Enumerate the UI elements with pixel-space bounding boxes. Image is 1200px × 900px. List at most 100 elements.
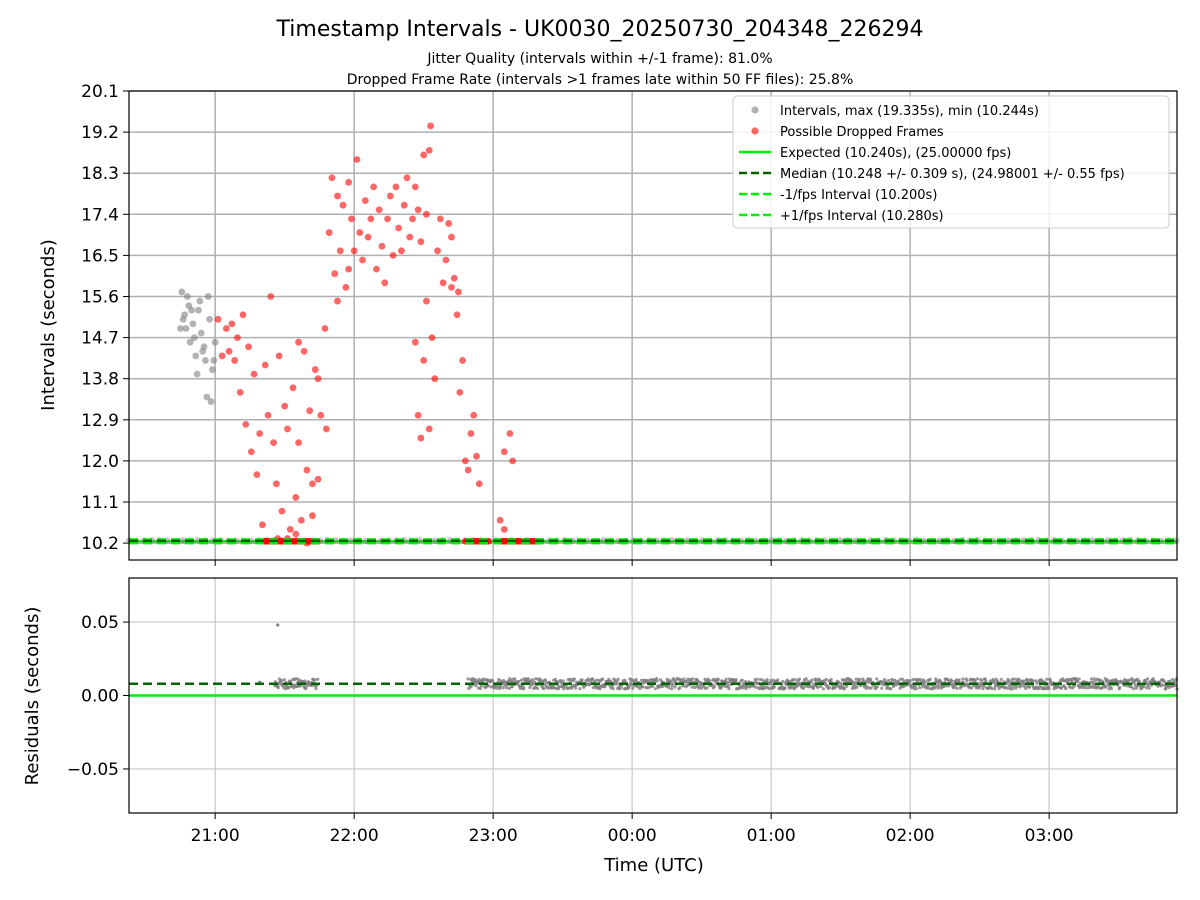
dropped-frame-point	[423, 210, 430, 218]
residual-point	[314, 686, 318, 691]
intervals-axes-frame	[128, 90, 1178, 561]
residual-point	[641, 685, 645, 689]
dropped-frame-point	[417, 238, 425, 246]
residual-point	[875, 685, 879, 689]
dropped-frame-point	[409, 215, 416, 223]
interval-point	[599, 537, 607, 544]
residual-point	[1170, 677, 1175, 682]
dropped-frame-point	[445, 220, 453, 227]
dropped-frame-point	[427, 122, 435, 130]
residual-point	[478, 687, 482, 691]
interval-point	[683, 537, 691, 544]
residual-point	[691, 677, 695, 681]
residual-point	[705, 686, 709, 690]
residual-point	[797, 677, 802, 681]
residual-point	[1024, 686, 1028, 691]
residual-point	[1075, 680, 1080, 684]
residual-point	[1132, 687, 1136, 691]
dropped-frame-point	[309, 480, 316, 488]
residual-point	[734, 678, 738, 682]
residual-point	[783, 686, 787, 690]
residual-point	[1145, 677, 1150, 681]
residual-point	[598, 687, 602, 691]
dropped-frame-point	[464, 466, 472, 474]
residual-point	[638, 687, 642, 691]
dropped-frame-point	[245, 343, 252, 351]
residual-point	[671, 682, 675, 686]
interval-point	[188, 306, 195, 314]
residual-point	[791, 677, 795, 682]
interval-point	[206, 315, 214, 323]
residual-point	[287, 686, 291, 690]
residuals-y-axis-label: Residuals (seconds)	[22, 607, 43, 786]
x-axis-label: Time (UTC)	[603, 855, 704, 876]
residual-point	[957, 678, 961, 682]
dropped-frame-point	[345, 265, 353, 273]
residual-point	[965, 679, 969, 683]
residual-point	[479, 684, 484, 688]
legend-label: Possible Dropped Frames	[780, 125, 944, 140]
interval-point	[668, 537, 675, 544]
dropped-frame-point	[406, 233, 414, 241]
residual-point	[900, 677, 904, 681]
x-tick-label: 01:00	[747, 826, 796, 846]
residual-point	[869, 686, 873, 690]
residuals-y-tick-label: −0.05	[67, 760, 119, 780]
dropped-frame-point	[467, 430, 475, 437]
residuals-axes-frame	[128, 577, 1178, 814]
residual-point	[298, 684, 303, 688]
residual-point	[861, 679, 866, 683]
residual-point	[716, 678, 720, 682]
dropped-frame-point	[436, 215, 444, 223]
residual-point	[1017, 677, 1021, 681]
dropped-frame-point	[314, 475, 322, 483]
residual-point	[882, 677, 887, 682]
residual-point	[288, 680, 293, 684]
residual-point	[853, 681, 857, 685]
residual-point	[953, 684, 957, 688]
dropped-frame-point	[475, 480, 483, 488]
dropped-frame-point	[414, 411, 422, 419]
chart-title: Timestamp Intervals - UK0030_20250730_20…	[276, 17, 924, 42]
legend-marker	[751, 106, 759, 114]
residual-point	[727, 687, 731, 691]
legend: Intervals, max (19.335s), min (10.244s) P…	[732, 95, 1170, 229]
dropped-frame-point	[448, 283, 455, 291]
residual-point	[316, 677, 320, 681]
x-tick-label: 22:00	[330, 826, 379, 846]
dropped-frame-point	[384, 215, 391, 223]
residual-point	[1130, 677, 1134, 681]
dropped-frame-point	[378, 242, 386, 250]
interval-point	[178, 288, 186, 296]
residual-point	[510, 685, 514, 689]
dropped-frame-point	[370, 183, 378, 191]
residual-point	[573, 686, 578, 690]
dropped-frame-point	[309, 512, 316, 520]
x-tick-label: 23:00	[469, 826, 518, 846]
interval-point	[197, 329, 205, 337]
residual-point	[829, 677, 833, 682]
interval-point	[1173, 537, 1180, 544]
dropped-frame-point	[420, 151, 428, 159]
residual-point	[669, 679, 673, 684]
dropped-frame-point	[431, 375, 439, 383]
dropped-frame-point	[218, 352, 226, 360]
dropped-frame-point	[286, 526, 294, 533]
dropped-frame-point	[361, 197, 369, 205]
dropped-frame-point	[400, 201, 408, 209]
residual-point	[653, 687, 658, 691]
dropped-frame-point	[356, 229, 364, 236]
residual-point	[827, 686, 832, 690]
residual-point	[776, 678, 780, 682]
dropped-frame-point	[336, 247, 344, 255]
residual-point	[561, 679, 565, 683]
residual-point	[1021, 679, 1026, 683]
intervals-y-tick-label: 10.2	[81, 534, 119, 554]
residual-point	[1162, 679, 1166, 684]
interval-point	[936, 537, 943, 544]
dropped-frame-point	[367, 215, 375, 223]
residual-point	[1100, 686, 1104, 690]
x-tick-label: 03:00	[1025, 826, 1074, 846]
dropped-frame-point	[428, 334, 436, 342]
residual-point	[522, 686, 526, 690]
